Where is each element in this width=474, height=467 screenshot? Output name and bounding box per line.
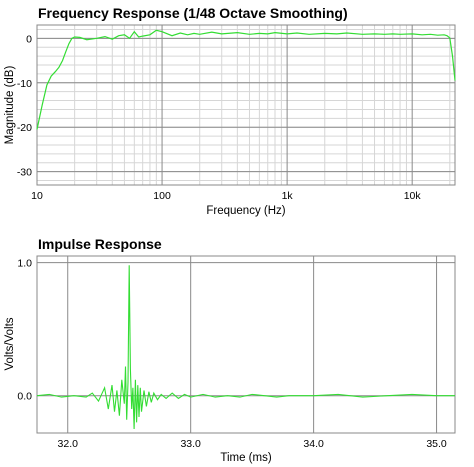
impulse-response-chart: Impulse Response 32.0 33.0 34.0 35.01.00.0 … — [4, 236, 456, 464]
impulse-x-axis-label: Time (ms) — [220, 452, 271, 464]
x-tick-label: 34.0 — [303, 438, 324, 450]
y-tick-label: -10 — [17, 78, 32, 90]
y-tick-label: 0 — [26, 33, 32, 45]
impulse-grid — [37, 256, 455, 433]
x-tick-label: 10 — [31, 190, 43, 202]
impulse-y-axis-label: Volts/Volts — [4, 317, 16, 370]
x-tick-label: 100 — [153, 190, 171, 202]
x-tick-label: 10k — [404, 190, 422, 202]
frequency-chart-title: Frequency Response (1/48 Octave Smoothin… — [38, 5, 348, 21]
frequency-series-line — [36, 29, 456, 130]
frequency-response-chart: Frequency Response (1/48 Octave Smoothin… — [4, 5, 456, 217]
x-tick-label: 33.0 — [180, 438, 201, 450]
frequency-y-axis-label: Magnitude (dB) — [4, 66, 16, 145]
y-tick-label: -20 — [17, 122, 32, 134]
y-tick-label: 0.0 — [17, 391, 32, 403]
impulse-plot-frame — [36, 255, 456, 434]
x-tick-label: 32.0 — [58, 438, 79, 450]
y-tick-label: -30 — [17, 167, 32, 179]
x-tick-label: 1k — [282, 190, 294, 202]
frequency-plot-frame — [36, 24, 456, 186]
frequency-x-axis-label: Frequency (Hz) — [206, 205, 285, 217]
impulse-chart-title: Impulse Response — [38, 236, 162, 252]
frequency-tick-labels: 10 100 1k 10k 0 -10 -20 -30 — [17, 33, 422, 202]
frequency-grid — [36, 25, 455, 185]
x-tick-label: 35.0 — [426, 438, 447, 450]
impulse-tick-labels: 32.0 33.0 34.0 35.0 1.0 0.0 — [17, 258, 447, 450]
y-tick-label: 1.0 — [17, 258, 32, 270]
impulse-series-line — [36, 265, 455, 430]
